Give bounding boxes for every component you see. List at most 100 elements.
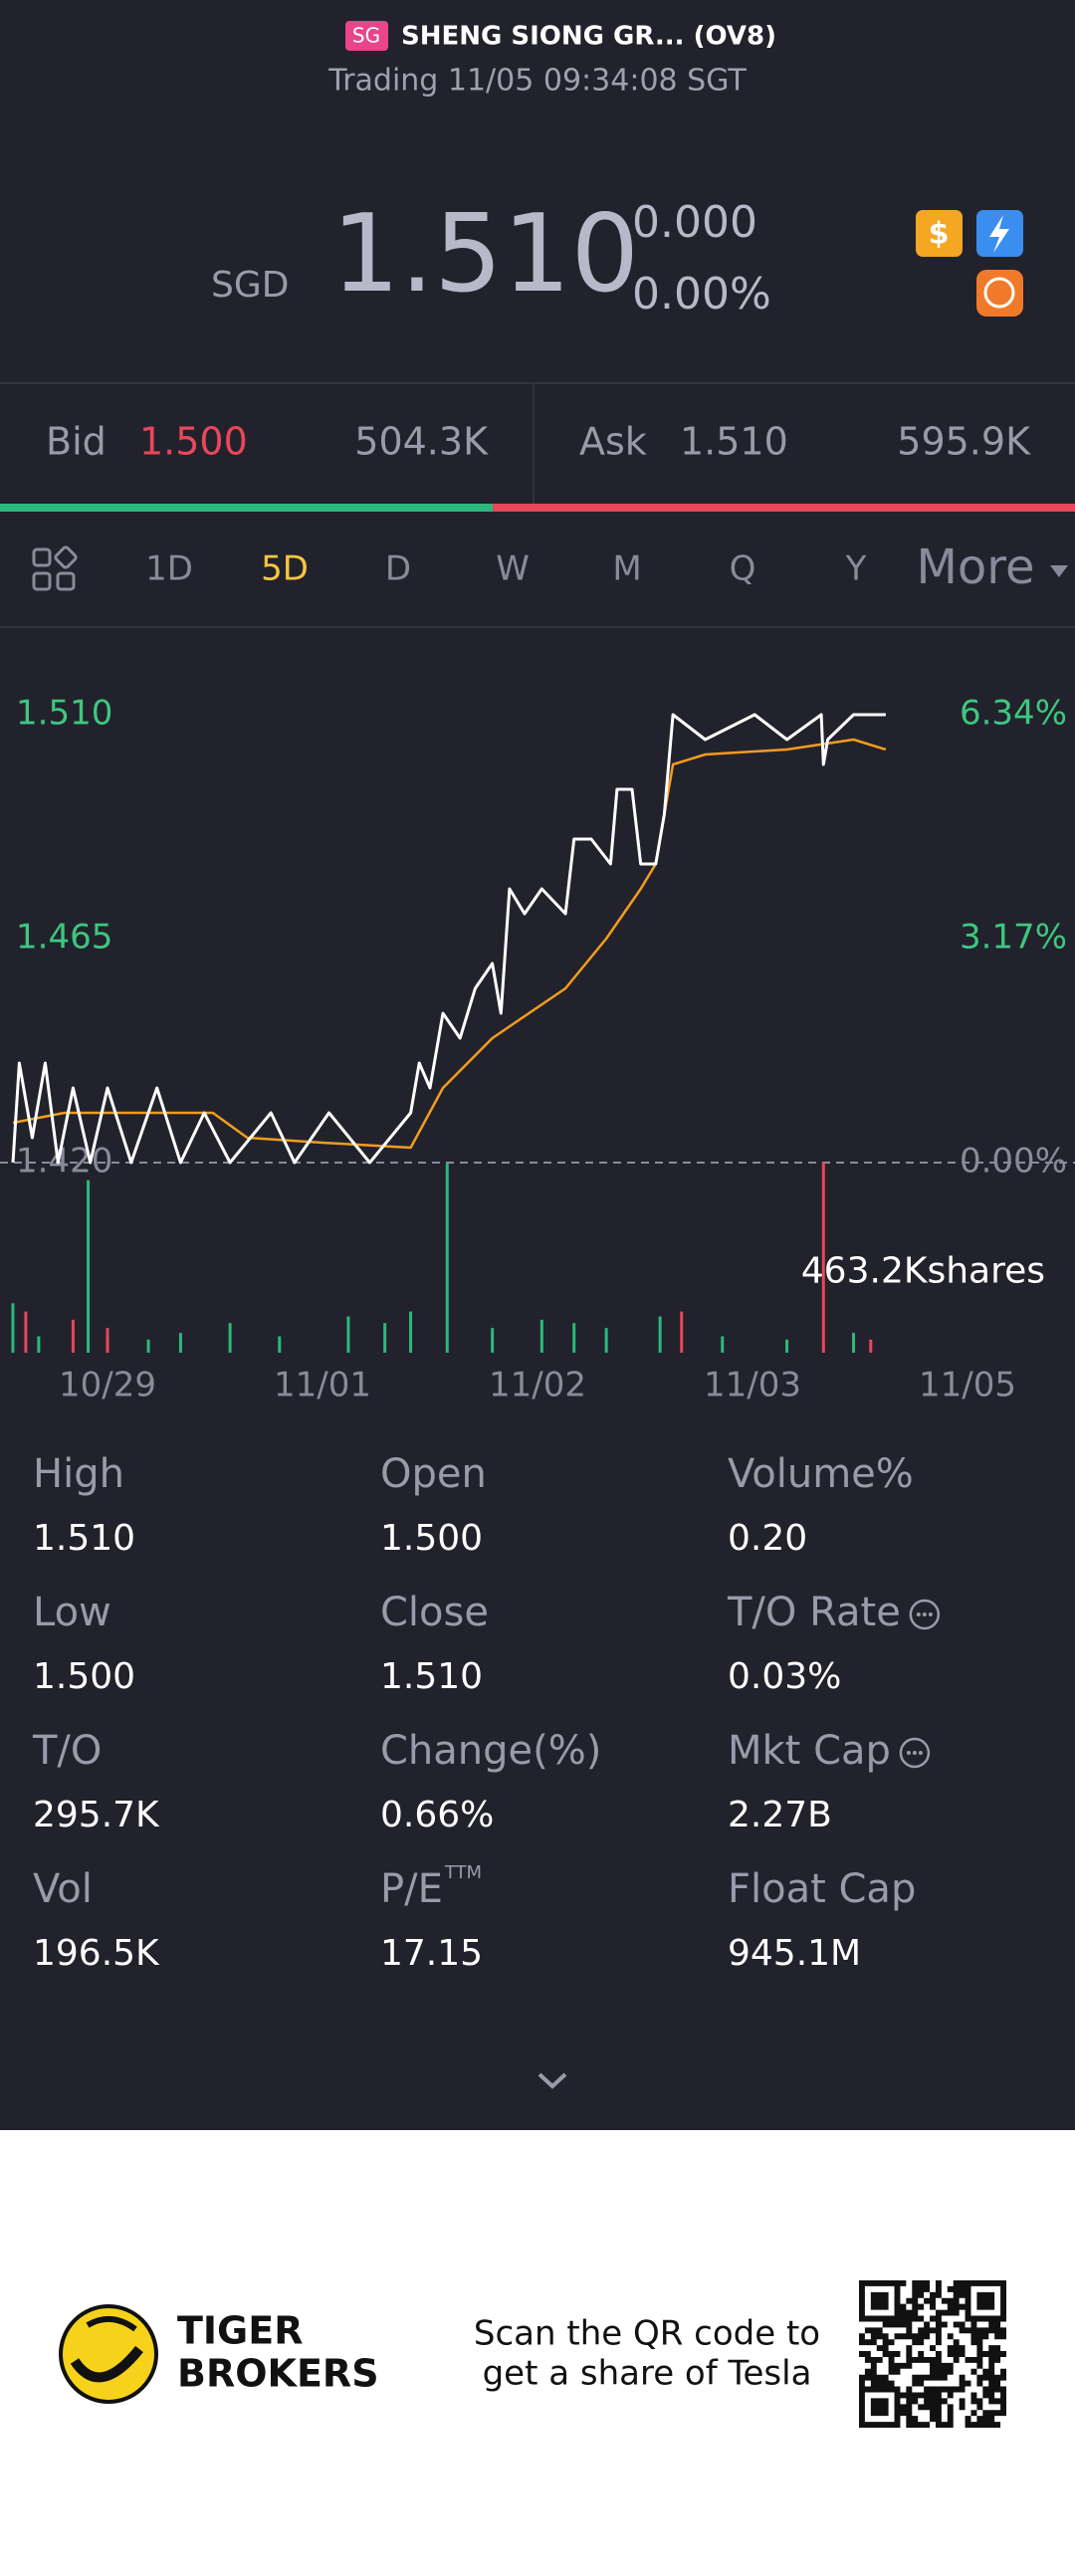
info-dot <box>912 1751 917 1755</box>
x-tick-label: 11/01 <box>274 1366 371 1405</box>
volume-max-label: 463.2Kshares <box>801 1250 1045 1291</box>
bid-size: 504.3K <box>354 420 489 464</box>
volume-bar <box>106 1328 109 1353</box>
stat-value: 2.27B <box>728 1795 832 1835</box>
volume-bar <box>409 1311 413 1353</box>
volume-bar <box>852 1333 856 1353</box>
market-badge-bg <box>345 21 388 51</box>
promo-text: Scan the QR code to <box>474 2314 820 2354</box>
icon <box>32 571 52 591</box>
bid-ratio <box>0 504 494 512</box>
stat-value: 17.15 <box>380 1933 483 1974</box>
dropdown-arrow[interactable] <box>1050 565 1068 577</box>
volume-bar <box>869 1339 873 1353</box>
volume-bar <box>572 1323 576 1353</box>
stat-value: 945.1M <box>728 1933 861 1974</box>
brand-name: TIGER <box>177 2309 303 2353</box>
expand-chevron[interactable] <box>538 2072 567 2089</box>
volume-bar <box>146 1339 150 1353</box>
stat-label: P/E <box>380 1866 443 1912</box>
volume-bar <box>37 1336 41 1353</box>
promo-text: get a share of Tesla <box>483 2354 812 2394</box>
average-line <box>12 738 887 1150</box>
info-dot <box>916 1612 921 1616</box>
currency: SGD <box>211 265 289 306</box>
icon <box>32 547 52 567</box>
period-tab[interactable]: 1D <box>145 549 193 589</box>
stat-label: Float Cap <box>728 1866 916 1912</box>
volume-bar <box>604 1328 608 1353</box>
y2-tick-label: 0.00% <box>960 1142 1067 1181</box>
info-icon[interactable] <box>909 1599 941 1630</box>
period-tab[interactable]: Q <box>730 549 756 589</box>
bid-label: Bid <box>46 420 107 464</box>
volume-bar <box>178 1333 182 1353</box>
x-tick-label: 11/03 <box>704 1366 801 1405</box>
volume-bar <box>71 1319 75 1353</box>
stat-label: Low <box>33 1590 111 1635</box>
stock-name: SHENG SIONG GR... (OV8) <box>401 22 776 52</box>
volume-bar <box>87 1180 91 1353</box>
ask-ratio <box>493 504 1075 512</box>
stat-label: Volume% <box>728 1451 914 1497</box>
period-tab[interactable]: M <box>612 549 641 589</box>
stat-value: 1.510 <box>380 1656 483 1697</box>
icon <box>54 545 78 569</box>
icon <box>56 571 76 591</box>
volume-bar <box>383 1323 387 1353</box>
price-change: 0.000 <box>632 197 757 248</box>
ask-label: Ask <box>579 420 647 464</box>
period-tab[interactable]: W <box>496 549 530 589</box>
logo <box>59 2304 158 2404</box>
y2-tick-label: 6.34% <box>960 694 1067 734</box>
volume-bar <box>491 1328 495 1353</box>
icon <box>916 210 963 257</box>
brand-name: BROKERS <box>177 2352 379 2396</box>
volume-bar <box>346 1316 350 1353</box>
period-tab[interactable]: More <box>917 539 1035 595</box>
stat-value: 1.510 <box>33 1518 135 1559</box>
info-dot <box>918 1751 923 1755</box>
stat-value: 1.500 <box>380 1518 483 1559</box>
market-badge: SG <box>352 24 380 48</box>
volume-bar <box>821 1162 825 1353</box>
y-tick-label: 1.510 <box>16 694 112 734</box>
info-dot <box>906 1751 911 1755</box>
stat-label: Vol <box>33 1866 93 1912</box>
last-price: 1.510 <box>331 192 639 317</box>
volume-bar <box>228 1323 232 1353</box>
volume-bar <box>539 1319 543 1353</box>
stat-value: 0.03% <box>728 1656 841 1697</box>
stat-value: 196.5K <box>33 1933 160 1974</box>
qr-modules <box>859 2280 1006 2428</box>
icon <box>976 270 1023 317</box>
trading-status: Trading 11/05 09:34:08 SGT <box>327 64 747 99</box>
stat-label: Change(%) <box>380 1728 601 1774</box>
stat-value: 0.66% <box>380 1795 494 1835</box>
period-tab[interactable]: 5D <box>261 549 309 589</box>
stat-label: Close <box>380 1590 489 1635</box>
price-change-pct: 0.00% <box>632 269 771 320</box>
volume-bar <box>680 1311 684 1353</box>
x-tick-label: 11/02 <box>489 1366 586 1405</box>
info-icon[interactable] <box>899 1737 931 1769</box>
icon-glyph <box>983 277 1015 309</box>
info-dot <box>922 1612 927 1616</box>
stat-label: High <box>33 1451 124 1497</box>
stat-label: Mkt Cap <box>728 1728 891 1774</box>
period-tab[interactable]: Y <box>845 549 867 589</box>
stat-value: 295.7K <box>33 1795 160 1835</box>
volume-bar <box>11 1303 15 1353</box>
x-tick-label: 11/05 <box>919 1366 1016 1405</box>
stat-label: T/O Rate <box>727 1590 901 1635</box>
icon-glyph <box>989 215 1009 253</box>
period-tab[interactable]: D <box>385 549 411 589</box>
bid-price: 1.500 <box>139 420 248 464</box>
volume-bar <box>24 1311 28 1353</box>
layout-icon[interactable] <box>32 545 78 591</box>
y-tick-label: 1.420 <box>16 1142 112 1181</box>
stat-label-sup: TTM <box>444 1862 482 1883</box>
qr-code <box>859 2280 1006 2428</box>
dark-panel <box>0 0 1075 2130</box>
volume-bar <box>278 1336 282 1353</box>
